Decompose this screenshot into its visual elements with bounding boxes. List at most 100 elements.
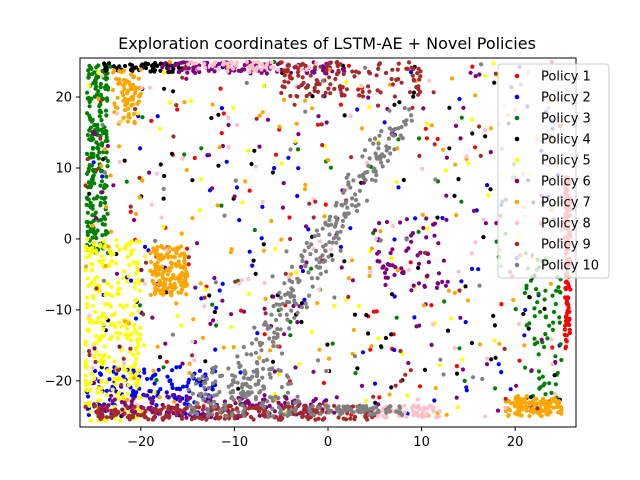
data-point xyxy=(307,91,312,96)
data-point xyxy=(323,222,328,227)
legend-marker xyxy=(514,199,520,205)
data-point xyxy=(350,203,355,208)
data-point xyxy=(452,345,457,351)
data-point xyxy=(253,350,259,355)
x-axis: −20 −10 0 10 20 xyxy=(127,427,523,450)
data-point xyxy=(409,405,414,410)
data-point xyxy=(97,114,102,119)
data-point xyxy=(105,85,110,90)
data-point xyxy=(387,409,393,414)
data-point xyxy=(318,271,323,276)
data-point xyxy=(249,390,254,395)
data-point xyxy=(130,406,135,411)
data-point xyxy=(221,62,226,67)
data-point xyxy=(136,351,141,356)
data-point xyxy=(317,287,322,292)
data-point xyxy=(304,70,310,76)
data-point xyxy=(244,80,249,85)
data-point xyxy=(521,311,526,317)
data-point xyxy=(376,249,382,254)
data-point xyxy=(280,205,285,210)
data-point xyxy=(267,372,272,377)
data-point xyxy=(132,304,137,309)
data-point xyxy=(233,279,238,284)
data-point xyxy=(100,222,105,227)
data-point xyxy=(112,101,117,106)
data-point xyxy=(323,248,328,254)
data-point xyxy=(543,332,548,337)
data-point xyxy=(410,73,415,78)
data-point xyxy=(403,372,408,377)
data-point xyxy=(388,250,393,256)
data-point xyxy=(316,114,321,119)
data-point xyxy=(230,378,236,384)
data-point xyxy=(88,418,93,423)
data-point xyxy=(93,359,98,365)
data-point xyxy=(201,404,206,409)
data-point xyxy=(321,259,326,264)
data-point xyxy=(335,59,340,65)
data-point xyxy=(407,90,413,95)
data-point xyxy=(129,103,134,108)
legend-marker xyxy=(514,220,520,226)
data-point xyxy=(492,338,497,343)
data-point xyxy=(398,220,403,225)
data-point xyxy=(92,354,97,360)
data-point xyxy=(168,100,173,105)
data-point xyxy=(214,305,219,311)
data-point xyxy=(551,320,556,325)
data-point xyxy=(390,67,395,72)
data-point xyxy=(145,376,150,382)
data-point xyxy=(312,65,318,70)
data-point xyxy=(220,298,225,303)
data-point xyxy=(111,251,116,257)
data-point xyxy=(286,80,291,85)
data-point xyxy=(378,238,383,243)
data-point xyxy=(169,408,174,413)
data-point xyxy=(270,359,276,364)
data-point xyxy=(372,136,378,141)
data-point xyxy=(548,281,554,286)
data-point xyxy=(85,132,90,138)
data-point xyxy=(118,377,123,382)
data-point xyxy=(375,103,381,108)
data-point xyxy=(416,261,422,266)
data-point xyxy=(95,398,100,403)
data-point xyxy=(184,246,190,251)
data-point xyxy=(101,278,106,283)
data-point xyxy=(276,400,281,405)
data-point xyxy=(186,255,191,260)
data-point xyxy=(316,405,321,410)
data-point xyxy=(225,61,230,66)
data-point xyxy=(158,355,163,360)
data-point xyxy=(219,106,224,111)
data-point xyxy=(304,240,309,246)
data-point xyxy=(84,202,89,207)
data-point xyxy=(164,277,169,282)
data-point xyxy=(556,400,562,405)
data-point xyxy=(277,290,282,295)
data-point xyxy=(371,309,376,314)
data-point xyxy=(278,368,283,373)
data-point xyxy=(129,248,134,253)
data-point xyxy=(410,231,415,236)
data-point xyxy=(377,61,382,66)
data-point xyxy=(179,287,185,292)
data-point xyxy=(248,414,254,420)
data-point xyxy=(553,359,558,365)
data-point xyxy=(396,77,401,82)
data-point xyxy=(104,388,109,393)
data-point xyxy=(390,82,395,87)
data-point xyxy=(156,390,161,395)
data-point xyxy=(328,91,333,96)
legend-label: Policy 8 xyxy=(541,217,591,232)
data-point xyxy=(151,246,156,251)
data-point xyxy=(83,248,88,253)
data-point xyxy=(435,215,440,220)
data-point xyxy=(413,216,418,221)
data-point xyxy=(128,252,133,257)
data-point xyxy=(463,284,468,289)
data-point xyxy=(411,94,416,99)
data-point xyxy=(314,228,319,233)
data-point xyxy=(540,374,545,379)
